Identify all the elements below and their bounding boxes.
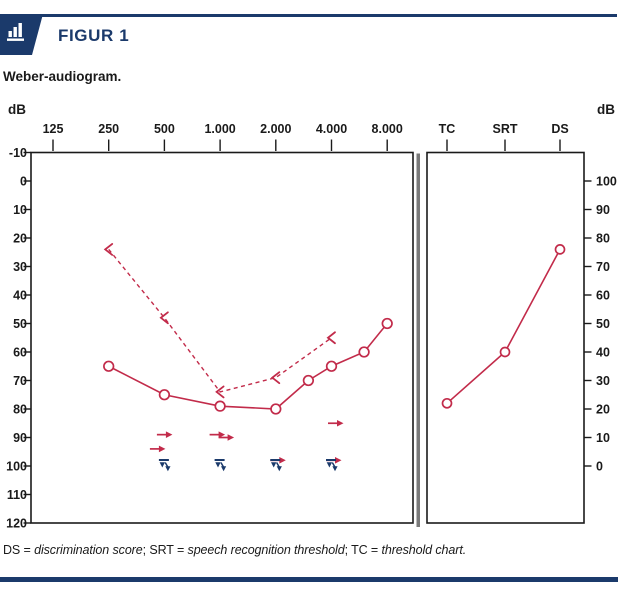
axis-label: 70 xyxy=(596,260,610,274)
circle-marker xyxy=(358,346,370,358)
figure-title: Weber-audiogram. xyxy=(3,69,122,84)
axis-label: 90 xyxy=(596,203,610,217)
circle-marker xyxy=(325,360,338,372)
axis-label: 40 xyxy=(596,345,610,359)
arrow-right-icon xyxy=(218,431,226,438)
axis-label: 0 xyxy=(20,174,27,188)
no-response-blue-markers xyxy=(158,459,338,472)
arrow-right-icon xyxy=(279,457,286,464)
caption-abbr-tc: ; TC = xyxy=(344,543,382,557)
axis-label: SRT xyxy=(493,122,518,136)
axis-label: 10 xyxy=(13,203,27,217)
axis-label: dB xyxy=(8,102,26,117)
axis-label: 8.000 xyxy=(372,122,403,136)
caption-def-ds: discrimination score xyxy=(34,543,143,557)
axis-label: 500 xyxy=(154,122,175,136)
axis-label: 80 xyxy=(596,231,610,245)
axis-label: 4.000 xyxy=(316,122,347,136)
axis-label: 30 xyxy=(13,260,27,274)
axis-label: 10 xyxy=(596,431,610,445)
axis-label: 100 xyxy=(6,459,27,473)
axis-label: 110 xyxy=(7,488,27,502)
axis-label: 50 xyxy=(13,317,27,331)
circle-marker xyxy=(270,403,282,415)
bone-conduction-series xyxy=(103,243,336,399)
main-axes: dB 125 250 500 1.000 2.000 4.000 8.000 -10 0 10 20 3… xyxy=(6,102,403,530)
caption-def-srt: speech recognition threshold xyxy=(187,543,345,557)
axis-label: 60 xyxy=(13,345,27,359)
chevron-left-marker xyxy=(326,331,336,345)
axis-label: 0 xyxy=(596,459,603,473)
header-rule xyxy=(0,14,617,17)
axis-label: 50 xyxy=(596,317,610,331)
circle-marker xyxy=(381,317,393,330)
arrow-down-icon xyxy=(276,466,282,472)
chevron-left-marker xyxy=(270,371,281,385)
arrow-right-icon xyxy=(337,419,344,427)
axis-label: -10 xyxy=(9,146,27,160)
axis-label: 100 xyxy=(596,174,617,188)
chevron-left-marker xyxy=(159,311,169,325)
axis-label: 20 xyxy=(13,231,27,245)
circle-marker xyxy=(554,244,566,255)
chevron-left-marker xyxy=(215,385,225,399)
axis-label: 90 xyxy=(13,431,27,445)
axis-label: 20 xyxy=(596,402,610,416)
caption-abbr-ds: DS = xyxy=(3,543,35,557)
axis-label: DS xyxy=(551,122,568,136)
arrow-right-icon xyxy=(227,434,235,441)
caption-abbr-srt: ; SRT = xyxy=(142,543,188,557)
axis-label: 2.000 xyxy=(260,122,291,136)
circle-marker xyxy=(441,397,453,409)
footer-rule xyxy=(0,577,618,582)
axis-label: 1.000 xyxy=(204,122,235,136)
axis-label: 125 xyxy=(43,122,64,136)
arrow-down-icon xyxy=(332,466,338,472)
no-response-red-arrows xyxy=(149,419,344,464)
axis-label: dB xyxy=(597,102,615,117)
circle-marker xyxy=(214,400,226,412)
axis-label: 60 xyxy=(596,288,610,302)
figure-icon-tab xyxy=(0,14,46,55)
speech-panel-series xyxy=(441,244,566,409)
arrow-down-icon xyxy=(165,466,171,472)
arrow-right-icon xyxy=(335,457,342,464)
circle-marker xyxy=(302,374,315,387)
axis-label: 250 xyxy=(98,122,119,136)
caption-def-tc: threshold chart. xyxy=(381,543,467,557)
axis-label: 40 xyxy=(13,288,27,302)
panel-divider xyxy=(416,153,420,527)
axis-label: 80 xyxy=(13,402,27,416)
arrow-right-icon xyxy=(158,445,166,453)
axis-label: 70 xyxy=(13,374,27,388)
chart-frames xyxy=(30,151,585,527)
arrow-down-icon xyxy=(326,462,333,468)
arrow-down-icon xyxy=(215,462,221,468)
circle-marker xyxy=(158,389,171,401)
chevron-left-marker xyxy=(103,243,114,256)
bar-chart-icon xyxy=(0,14,43,55)
circle-marker xyxy=(499,346,511,358)
arrow-down-icon xyxy=(271,462,277,468)
arrow-down-icon xyxy=(159,462,165,468)
figure-label: FIGUR 1 xyxy=(58,26,130,45)
axis-label: TC xyxy=(439,122,456,136)
arrow-right-icon xyxy=(165,431,173,438)
figure-caption: DS = discrimination score; SRT = speech … xyxy=(3,543,466,557)
circle-marker xyxy=(103,360,115,372)
axis-label: 120 xyxy=(6,516,27,530)
air-conduction-series xyxy=(103,317,393,415)
axis-label: 30 xyxy=(596,374,610,388)
arrow-down-icon xyxy=(221,466,227,472)
